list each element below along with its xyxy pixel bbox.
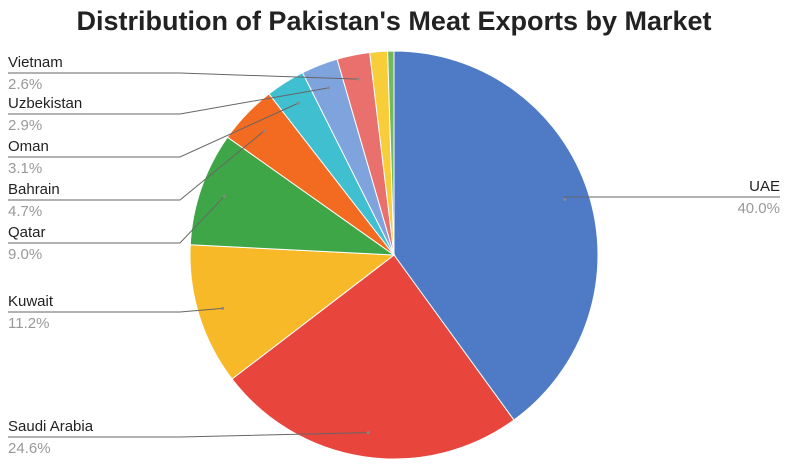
pie-slice [189,136,396,256]
slice-label: Oman [8,138,49,155]
slice-label: Qatar [8,224,46,241]
leader-dot [356,77,360,81]
slice-value-label: 3.1% [8,160,42,177]
slice-label: Uzbekistan [8,95,82,112]
leader-line [8,432,369,438]
chart-title: Distribution of Pakistan's Meat Exports … [76,6,711,36]
leader-line [8,307,223,313]
slice-label: Bahrain [8,181,60,198]
pie-slice [387,50,395,256]
pie-slice [393,50,599,421]
slice-label: UAE [749,178,780,195]
leader-dot [366,431,370,435]
slice-label: Saudi Arabia [8,418,94,435]
slice-value-label: 2.6% [8,76,42,93]
pie-slice [231,254,515,460]
leader-dot [296,101,300,105]
leader-line [8,87,329,115]
leader-dot [222,194,226,198]
slice-value-label: 9.0% [8,246,42,263]
slice-label: Vietnam [8,54,63,71]
slice-value-label: 4.7% [8,203,42,220]
pie-slice [189,244,396,380]
leader-dot [563,198,567,202]
slice-value-label: 11.2% [8,315,49,332]
leader-dot [262,129,266,133]
leader-dot [326,86,330,90]
slice-value-label: 24.6% [8,440,51,457]
slice-label: Kuwait [8,293,54,310]
leader-line [8,130,265,201]
leader-line [8,72,359,80]
leader-dot [221,306,225,310]
leader-line [8,102,299,158]
slice-value-label: 2.9% [8,117,42,134]
slice-value-label: 40.0% [737,200,780,217]
leader-line [8,195,225,244]
